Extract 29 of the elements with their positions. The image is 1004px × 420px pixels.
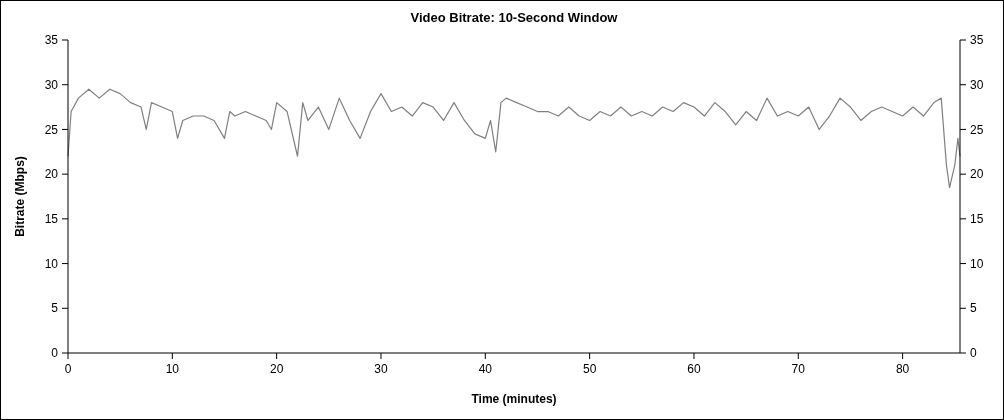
x-tick-label: 60: [687, 362, 701, 376]
y-tick-label: 5: [51, 301, 59, 316]
y2-tick-label: 20: [970, 167, 984, 182]
x-tick-label: 10: [165, 362, 180, 376]
y2-tick-label: 10: [970, 256, 984, 271]
y2-tick-label: 5: [970, 301, 977, 316]
x-tick-label: 40: [478, 362, 493, 376]
y-tick-label: 0: [51, 346, 59, 361]
y-axis-title: Bitrate (Mbps): [13, 156, 27, 237]
x-tick-label: 20: [269, 362, 284, 376]
x-axis-title: Time (minutes): [471, 392, 557, 406]
y-tick-label: 15: [44, 212, 59, 227]
y2-tick-label: 35: [970, 33, 984, 48]
x-tick-label: 0: [64, 362, 72, 376]
line-series: [67, 88, 961, 189]
y2-tick-label: 25: [970, 122, 984, 137]
chart-title: Video Bitrate: 10-Second Window: [410, 10, 619, 25]
y-tick-label: 20: [44, 167, 59, 182]
y2-tick-label: 30: [970, 77, 984, 92]
x-tick-label: 50: [582, 362, 597, 376]
y-tick-label: 10: [44, 256, 59, 271]
y-tick-label: 25: [44, 122, 59, 137]
y-tick-label: 30: [44, 77, 59, 92]
x-tick-label: 70: [791, 362, 806, 376]
x-tick-label: 30: [374, 362, 388, 376]
y-tick-label: 35: [44, 33, 59, 48]
x-tick-label: 80: [895, 362, 910, 376]
y2-tick-label: 0: [970, 346, 977, 361]
y2-tick-label: 15: [970, 212, 984, 227]
